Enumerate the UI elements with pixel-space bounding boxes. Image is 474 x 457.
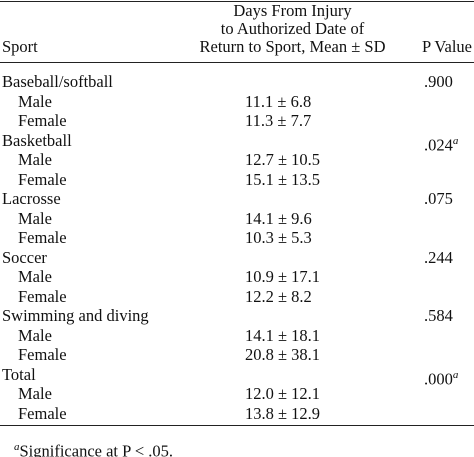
sex-label: Female bbox=[18, 345, 67, 364]
mean-sd: 10.9 ± 17.1 bbox=[245, 267, 321, 286]
p-value-text: .244 bbox=[424, 247, 453, 267]
sex-label: Male bbox=[18, 325, 52, 345]
p-value-text: .075 bbox=[424, 189, 453, 208]
header-rule bbox=[0, 62, 474, 63]
header-p: P Value bbox=[422, 37, 472, 56]
p-value: .244 bbox=[424, 247, 453, 267]
sex-label: Male bbox=[18, 208, 52, 228]
sex-label: Female bbox=[18, 403, 67, 423]
sex-label: Male bbox=[18, 91, 52, 111]
mean-sd: 11.3 ± 7.7 bbox=[245, 111, 312, 130]
sport-name: Basketball bbox=[2, 130, 72, 150]
p-value-text: .000 bbox=[424, 369, 453, 388]
sport-name: Lacrosse bbox=[2, 189, 61, 208]
mean-sd: 20.8 ± 38.1 bbox=[245, 345, 321, 364]
header-days: Days From Injury bbox=[233, 1, 352, 20]
mean-sd: 13.8 ± 12.9 bbox=[245, 403, 321, 423]
p-value-note: a bbox=[452, 368, 459, 381]
sex-label: Female bbox=[18, 228, 67, 247]
mean-sd: 11.1 ± 6.8 bbox=[245, 91, 312, 111]
p-value: .900 bbox=[424, 73, 453, 91]
sex-label: Male bbox=[18, 150, 52, 169]
p-value-text: .900 bbox=[424, 72, 453, 91]
mean-sd: 12.7 ± 10.5 bbox=[245, 150, 321, 169]
top-rule bbox=[0, 1, 474, 2]
sport-name: Soccer bbox=[2, 247, 47, 267]
mean-sd: 14.1 ± 18.1 bbox=[245, 325, 321, 345]
header-days: Return to Sport, Mean ± SD bbox=[199, 37, 386, 56]
footnote-marker: a bbox=[14, 441, 20, 453]
mean-sd: 14.1 ± 9.6 bbox=[245, 208, 312, 228]
header-days: to Authorized Date of bbox=[220, 19, 365, 38]
p-value: .584 bbox=[424, 307, 453, 325]
sex-label: Female bbox=[18, 286, 67, 306]
sport-name: Swimming and diving bbox=[2, 306, 149, 325]
sex-label: Male bbox=[18, 384, 52, 403]
mean-sd: 15.1 ± 13.5 bbox=[245, 169, 321, 189]
sex-label: Female bbox=[18, 111, 67, 130]
p-value: .075 bbox=[424, 190, 453, 208]
mean-sd: 10.3 ± 5.3 bbox=[245, 228, 312, 247]
p-value-text: .024 bbox=[424, 135, 453, 154]
sex-label: Female bbox=[18, 169, 67, 189]
p-value: .024a bbox=[424, 132, 458, 155]
mean-sd: 12.2 ± 8.2 bbox=[245, 286, 312, 306]
sport-name: Baseball/softball bbox=[2, 72, 113, 91]
sex-label: Male bbox=[18, 267, 52, 286]
p-value-note: a bbox=[452, 134, 459, 147]
sport-name: Total bbox=[2, 364, 36, 384]
header-sport: Sport bbox=[2, 37, 38, 56]
p-value-text: .584 bbox=[424, 306, 453, 325]
p-value: .000a bbox=[424, 366, 458, 389]
footnote-text: Significance at P < .05. bbox=[19, 441, 174, 457]
bottom-rule bbox=[0, 425, 474, 426]
footnote: aSignificance at P < .05. bbox=[14, 438, 173, 457]
mean-sd: 12.0 ± 12.1 bbox=[245, 384, 321, 403]
